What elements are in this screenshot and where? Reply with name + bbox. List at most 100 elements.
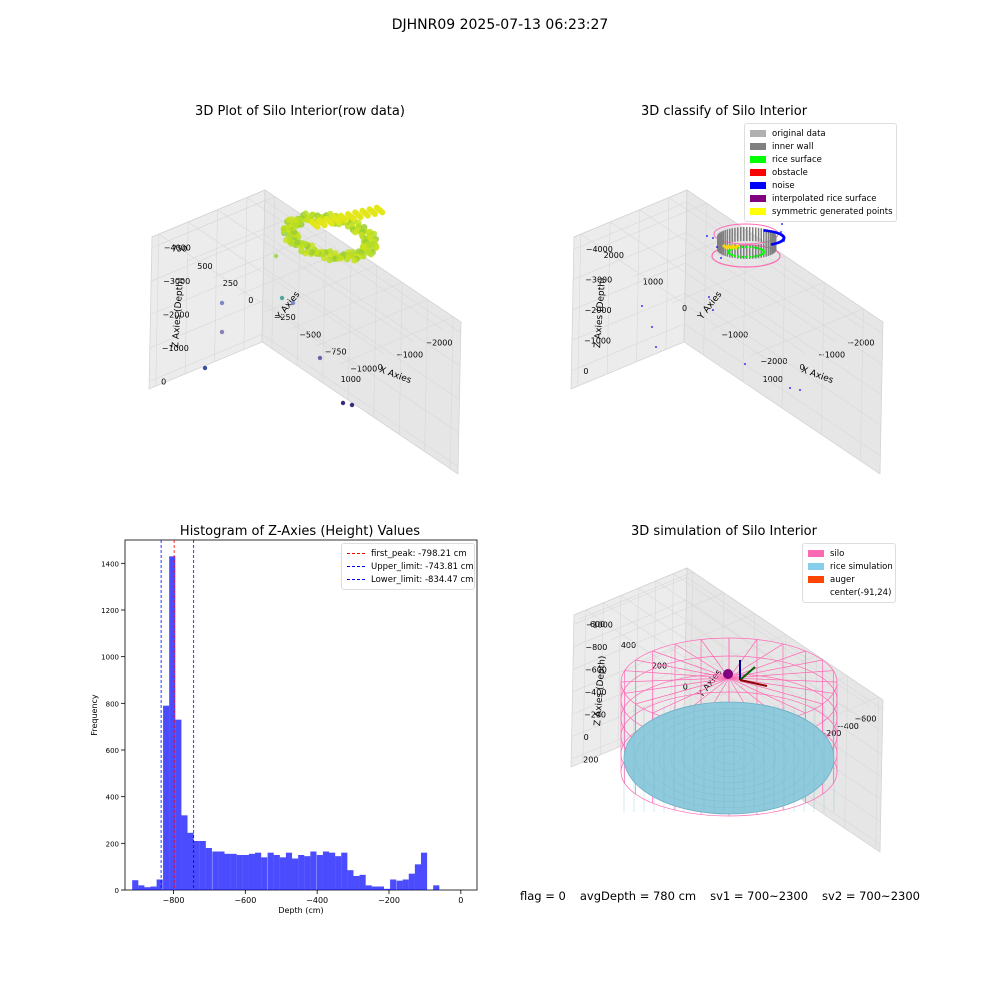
inner-wall-point: [737, 244, 739, 259]
grid-line: [262, 300, 459, 434]
z-tick-label: 0: [161, 377, 166, 386]
simulation-3d-plot: −600−400−20002004006004002000−200−400−60…: [570, 567, 884, 853]
grid-line: [686, 577, 883, 710]
legend-swatch: [750, 182, 766, 189]
grid-line: [617, 595, 622, 748]
grid-line: [151, 200, 265, 248]
inner-wall-point: [743, 245, 745, 259]
inner-wall-point: [731, 243, 733, 258]
auger-y-axis: [739, 666, 756, 681]
raw-outlier-point: [290, 300, 296, 306]
grid-line: [571, 667, 686, 715]
inner-wall-point: [760, 243, 762, 258]
noise-point: [770, 242, 774, 246]
avg-depth-text: avgDepth = 780 cm: [579, 889, 697, 903]
back-pane-x: [148, 189, 266, 390]
raw-data-point: [365, 249, 372, 256]
y-tick-label: 1000: [101, 654, 119, 662]
grid-line: [149, 300, 263, 349]
legend-swatch: [347, 566, 365, 567]
grid-line: [217, 209, 414, 342]
rice-surface-point: [758, 253, 762, 257]
histogram-bar: [316, 855, 323, 890]
grid-line: [573, 599, 687, 648]
grid-line: [373, 265, 378, 418]
inner-wall-point: [717, 234, 720, 249]
grid-line: [573, 577, 687, 625]
x-tick-label: −2000: [847, 339, 874, 348]
y-tick-label: −2000: [760, 357, 787, 366]
y-tick-label: −500: [299, 330, 321, 339]
legend-swatch: [750, 208, 766, 215]
histogram-bar: [402, 879, 409, 890]
silo-roof-line: [624, 677, 730, 694]
grid-line: [820, 282, 825, 435]
histogram-bar: [310, 851, 317, 890]
noise-point: [783, 240, 785, 242]
grid-line: [263, 233, 461, 367]
rice-surface-point: [737, 255, 740, 258]
legend-swatch: [750, 195, 766, 202]
inner-wall-point: [749, 227, 751, 241]
histogram-bar: [138, 885, 145, 890]
grid-line: [151, 233, 265, 282]
inner-wall-point: [769, 230, 771, 245]
grid-line: [606, 221, 611, 374]
z-tick-label: 0: [584, 733, 589, 742]
raw-data-point: [344, 253, 352, 261]
inner-wall-point: [765, 242, 767, 257]
legend-label: noise: [772, 180, 795, 191]
grid-line: [665, 197, 670, 350]
z-tick-label: −600: [585, 665, 607, 674]
grid-line: [750, 308, 864, 357]
inner-wall-point: [740, 244, 742, 259]
noise-point: [768, 229, 771, 233]
inner-wall-point: [757, 227, 760, 242]
grid-line: [875, 697, 879, 850]
legend-swatch: [808, 589, 824, 596]
back-pane-x: [570, 189, 688, 390]
grid-line: [593, 202, 707, 251]
silo-roof-line: [728, 639, 758, 679]
noise-point: [765, 229, 769, 233]
z-axis-label: Z Axies (Depth): [171, 277, 186, 348]
histogram-bar: [150, 886, 157, 890]
grid-line: [184, 221, 189, 374]
noise-point: [708, 296, 710, 298]
y-axis-label: Frequency: [90, 694, 99, 736]
histogram-bar: [347, 870, 354, 890]
rice-mesh-line: [682, 732, 776, 784]
histogram-bar: [292, 858, 299, 890]
y-tick-label: 400: [621, 641, 636, 650]
raw-data-point: [357, 214, 364, 221]
histogram-bar: [267, 852, 274, 890]
y-tick-label: 250: [223, 279, 238, 288]
raw-outlier-point: [219, 300, 225, 306]
classify-3d-plot: −2000−100001000200010000−1000−20000−1000…: [570, 189, 884, 475]
histogram-bar: [230, 853, 237, 890]
grid-line: [155, 234, 160, 387]
y-tick-label: 0: [115, 887, 119, 895]
legend-swatch: [808, 550, 824, 557]
noise-point: [641, 305, 643, 307]
grid-line: [711, 282, 825, 330]
inner-wall-point: [757, 244, 760, 259]
classify-legend: original data inner wall rice surface obsta…: [744, 123, 897, 222]
raw-data-point: [372, 211, 378, 217]
raw-data-point: [294, 239, 301, 246]
legend-entry: symmetric generated points: [750, 205, 893, 218]
histogram-bar: [175, 719, 182, 890]
x-tick-label: −400: [306, 896, 328, 905]
raw-outlier-point: [202, 365, 208, 371]
inner-wall-point: [720, 240, 723, 255]
auger-x-axis: [739, 679, 768, 687]
inner-wall-point: [769, 241, 771, 256]
legend-swatch: [750, 130, 766, 137]
grid-line: [641, 613, 755, 661]
raw-outlier-point: [340, 400, 346, 406]
inner-wall-point: [763, 228, 765, 243]
legend-label: center(-91,24): [830, 587, 892, 598]
legend-entry: auger: [808, 573, 890, 586]
histogram-bar: [377, 886, 385, 890]
